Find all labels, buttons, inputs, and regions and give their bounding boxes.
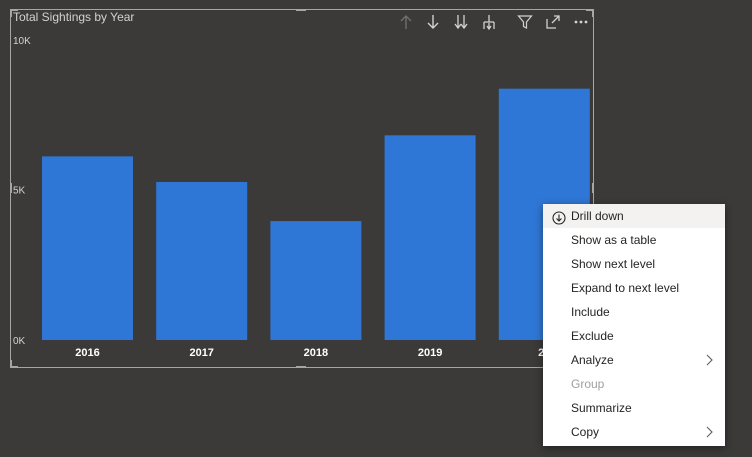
menu-item-exclude[interactable]: Exclude (543, 324, 725, 348)
go-to-next-level-icon[interactable] (450, 11, 472, 33)
resize-handle-top-left[interactable] (10, 9, 18, 11)
resize-handle-right[interactable] (592, 183, 594, 193)
chevron-right-icon (705, 348, 715, 372)
menu-item-group: Group (543, 372, 725, 396)
bar-2019[interactable] (384, 135, 476, 340)
menu-item-label: Show next level (571, 257, 656, 271)
menu-item-summarize[interactable]: Summarize (543, 396, 725, 420)
menu-item-label: Include (571, 305, 610, 319)
resize-handle-top[interactable] (296, 9, 306, 11)
menu-item-show-as-a-table[interactable]: Show as a table (543, 228, 725, 252)
menu-item-label: Analyze (571, 353, 614, 367)
bar-2017[interactable] (156, 181, 248, 340)
y-axis-tick-label: 10K (13, 36, 31, 47)
x-axis-tick-label: 2019 (418, 347, 442, 359)
expand-hierarchy-icon[interactable] (478, 11, 500, 33)
menu-item-show-next-level[interactable]: Show next level (543, 252, 725, 276)
y-axis-tick-label: 0K (13, 336, 26, 347)
menu-item-label: Copy (571, 425, 600, 439)
menu-item-label: Drill down (571, 209, 624, 223)
menu-item-label: Exclude (571, 329, 614, 343)
context-menu: Drill down Show as a table Show next level… (543, 204, 725, 446)
drill-down-circle-icon (552, 209, 566, 225)
more-options-icon[interactable] (570, 11, 592, 33)
drill-up-icon[interactable] (395, 11, 417, 33)
bar-2016[interactable] (42, 156, 133, 340)
x-axis-tick-label: 2016 (75, 347, 99, 359)
drill-down-icon[interactable] (422, 11, 444, 33)
menu-item-label: Show as a table (571, 233, 657, 247)
x-axis-tick-label: 2017 (189, 347, 213, 359)
resize-handle-top-right[interactable] (592, 9, 594, 17)
menu-item-analyze[interactable]: Analyze (543, 348, 725, 372)
menu-item-label: Expand to next level (571, 281, 680, 295)
bar-2018[interactable] (270, 221, 362, 340)
resize-handle-bottom-left[interactable] (10, 366, 18, 368)
menu-item-copy[interactable]: Copy (543, 420, 725, 444)
chevron-right-icon (705, 420, 715, 444)
filter-icon[interactable] (514, 11, 536, 33)
menu-item-label: Summarize (571, 401, 632, 415)
resize-handle-bottom[interactable] (296, 366, 306, 368)
resize-handle-top-right[interactable] (586, 9, 594, 11)
menu-item-drill-down[interactable]: Drill down (543, 204, 725, 228)
menu-item-expand-to-next-level[interactable]: Expand to next level (543, 276, 725, 300)
resize-handle-top-left[interactable] (10, 9, 12, 17)
x-axis-tick-label: 2018 (304, 347, 328, 359)
resize-handle-bottom-left[interactable] (10, 360, 12, 368)
resize-handle-left[interactable] (10, 183, 12, 193)
y-axis-tick-label: 5K (13, 186, 26, 197)
menu-item-label: Group (571, 377, 605, 391)
menu-item-include[interactable]: Include (543, 300, 725, 324)
visual-header-toolbar (394, 11, 594, 35)
focus-mode-icon[interactable] (542, 11, 564, 33)
chart-title: Total Sightings by Year (13, 10, 135, 24)
